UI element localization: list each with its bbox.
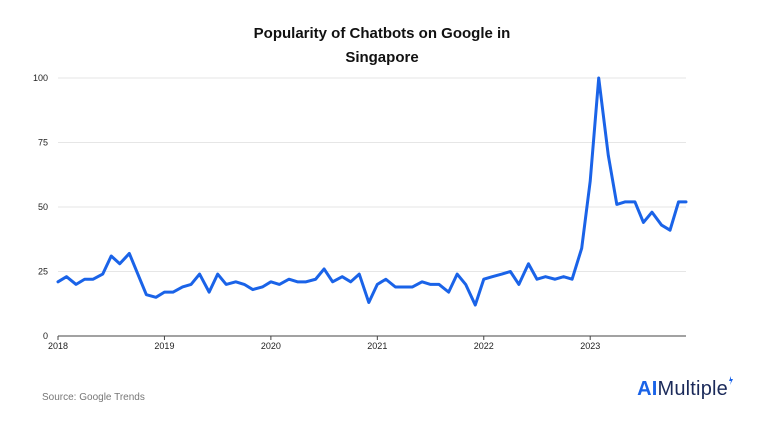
chart-title-line-1: Popularity of Chatbots on Google in xyxy=(253,25,511,42)
x-tick-label-2023: 2023 xyxy=(580,341,600,351)
chart-title: Popularity of Chatbots on Google in Sing… xyxy=(0,22,764,70)
brand-logo-multiple: Multiple xyxy=(657,378,728,400)
x-tick-label-2019: 2019 xyxy=(154,341,174,351)
chart-title-line-2: Singapore xyxy=(345,49,419,66)
x-tick-label-2021: 2021 xyxy=(367,341,387,351)
y-tick-label-50: 50 xyxy=(38,202,48,212)
y-tick-label-75: 75 xyxy=(38,138,48,148)
x-tick-label-2020: 2020 xyxy=(261,341,281,351)
y-tick-label-25: 25 xyxy=(38,267,48,277)
brand-logo: AIMultiple xyxy=(637,378,728,401)
x-tick-label-2018: 2018 xyxy=(48,341,68,351)
y-tick-label-100: 100 xyxy=(33,73,48,83)
grid-lines xyxy=(58,77,686,272)
y-tick-label-0: 0 xyxy=(43,331,48,341)
brand-mark-icon xyxy=(729,376,733,385)
source-note: Source: Google Trends xyxy=(42,392,145,403)
brand-logo-ai: AI xyxy=(637,378,658,400)
x-tick-label-2022: 2022 xyxy=(474,341,494,351)
y-axis-ticks: 0 25 50 75 100 xyxy=(33,73,48,341)
x-axis-ticks: 2018 2019 2020 2021 2022 2023 xyxy=(48,336,600,351)
series-line-0 xyxy=(56,76,688,307)
series-group xyxy=(56,76,688,307)
